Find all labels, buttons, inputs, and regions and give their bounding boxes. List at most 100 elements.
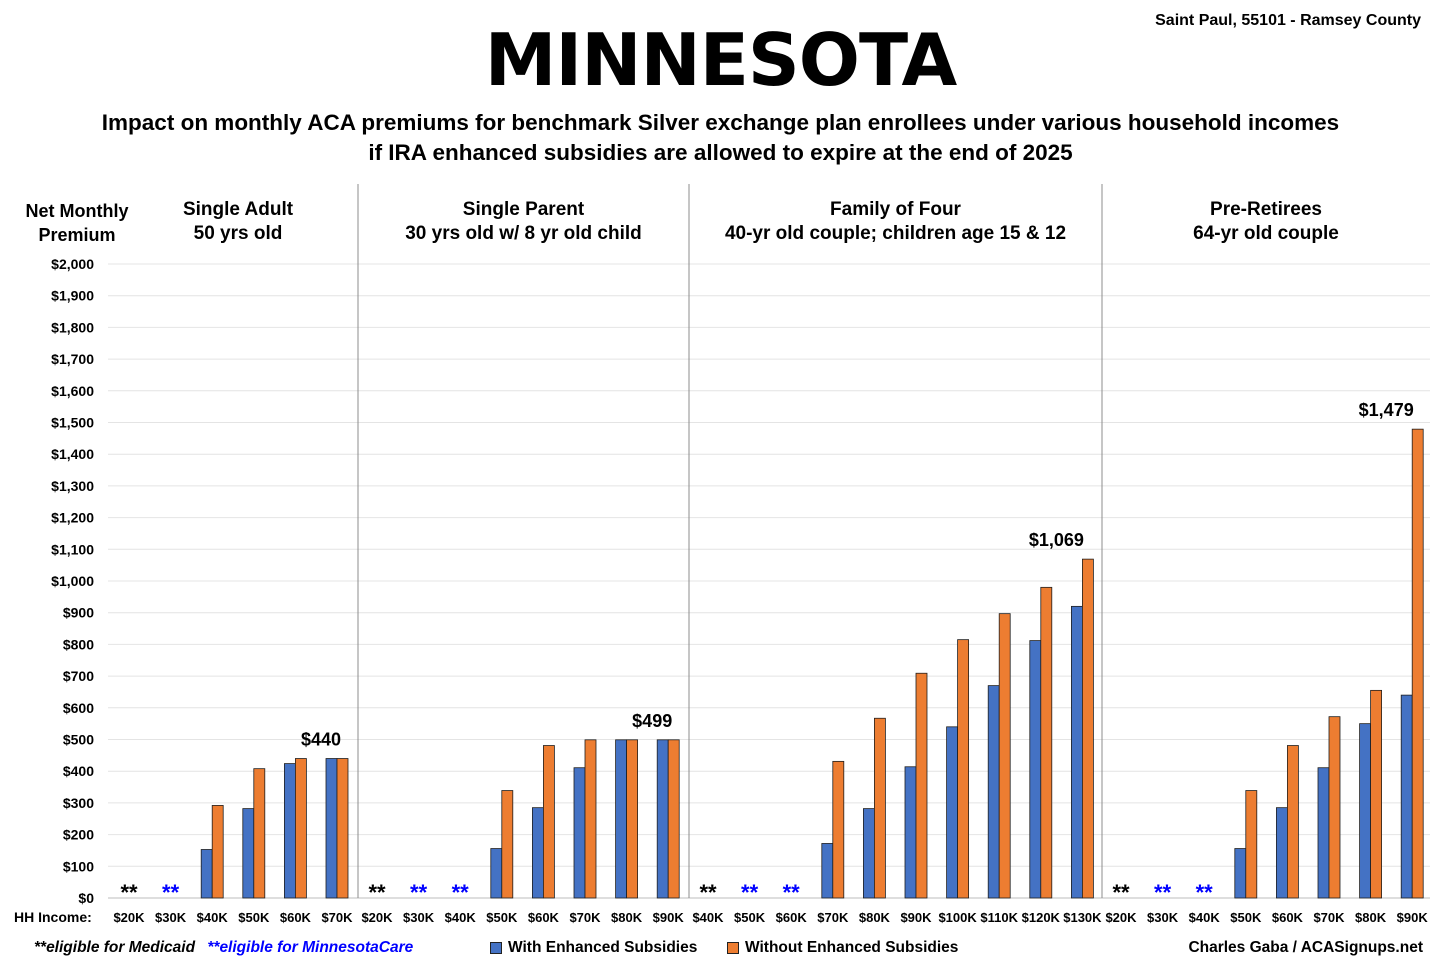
bar-without-subsidies [294, 758, 307, 899]
legend-swatch-with [490, 941, 502, 954]
bar-with-subsidies [656, 739, 669, 899]
y-tick-label: $2,000 [51, 256, 94, 272]
data-label: $1,069 [1029, 530, 1084, 550]
bar-without-subsidies [501, 790, 514, 899]
x-tick-label: $70K [1313, 910, 1345, 925]
x-tick-label: $40K [197, 910, 229, 925]
x-tick-label: $110K [980, 910, 1018, 925]
x-tick-label: $50K [238, 910, 270, 925]
medicaid-marker: ** [120, 880, 138, 905]
chart-title: MINNESOTA [484, 18, 957, 102]
x-tick-label: $130K [1063, 910, 1102, 925]
x-tick-label: $40K [692, 910, 724, 925]
y-tick-label: $900 [63, 605, 94, 621]
y-axis-label-line-2: Premium [38, 225, 115, 245]
panel-title-line-2: 30 yrs old w/ 8 yr old child [405, 223, 642, 244]
medicaid-marker: ** [699, 880, 717, 905]
location-label: Saint Paul, 55101 - Ramsey County [1155, 12, 1421, 29]
bar-without-subsidies [1245, 790, 1258, 899]
bar-with-subsidies [573, 767, 586, 899]
y-tick-label: $1,500 [51, 415, 94, 431]
x-tick-label: $60K [528, 910, 560, 925]
bar-without-subsidies [626, 739, 638, 899]
panel-title-line-2: 64-yr old couple [1193, 223, 1339, 244]
x-tick-label: $80K [611, 910, 643, 925]
bar-with-subsidies [987, 685, 1000, 899]
bar-with-subsidies [325, 758, 338, 899]
y-tick-label: $800 [63, 636, 94, 652]
bar-without-subsidies [211, 805, 224, 899]
x-tick-label: $70K [569, 910, 601, 925]
bar-without-subsidies [957, 639, 969, 899]
x-tick-label: $30K [155, 910, 187, 925]
legend-label-with: With Enhanced Subsidies [508, 939, 698, 956]
y-tick-label: $1,100 [51, 541, 94, 557]
y-tick-label: $1,200 [51, 510, 94, 526]
y-tick-label: $1,700 [51, 351, 94, 367]
minnesotacare-marker: ** [162, 880, 180, 905]
bar-without-subsidies [1287, 745, 1299, 899]
subtitle-line-1: Impact on monthly ACA premiums for bench… [101, 110, 1340, 135]
y-tick-label: $400 [63, 763, 94, 779]
x-tick-label: $120K [1022, 910, 1061, 925]
y-tick-label: $1,300 [51, 478, 94, 494]
bar-with-subsidies [1359, 723, 1371, 899]
legend-with: With Enhanced Subsidies [490, 939, 697, 957]
x-tick-label: $70K [321, 910, 353, 925]
x-tick-label: $30K [403, 910, 435, 925]
x-tick-label: $20K [361, 910, 393, 925]
y-tick-label: $1,400 [51, 446, 94, 462]
bar-without-subsidies [998, 613, 1011, 899]
bar-without-subsidies [336, 758, 349, 899]
minnesotacare-marker: ** [1196, 880, 1214, 905]
x-tick-label: $40K [1189, 910, 1221, 925]
panel-title-line-1: Family of Four [830, 199, 962, 220]
bar-without-subsidies [832, 760, 845, 899]
bar-without-subsidies [253, 768, 266, 899]
minnesotacare-marker: ** [410, 880, 428, 905]
medicaid-marker: ** [1112, 880, 1130, 905]
x-tick-label: $100K [938, 910, 977, 925]
panel-title-line-1: Single Parent [463, 199, 585, 220]
y-tick-label: $1,000 [51, 573, 94, 589]
x-tick-label: $50K [1230, 910, 1262, 925]
panel-title-line-2: 40-yr old couple; children age 15 & 12 [725, 223, 1066, 244]
x-tick-label: $30K [1147, 910, 1179, 925]
bar-without-subsidies [667, 739, 680, 899]
x-tick-label: $90K [653, 910, 685, 925]
minnesotacare-marker: ** [783, 880, 801, 905]
footnote-medicaid: **eligible for Medicaid [34, 939, 196, 956]
bar-with-subsidies [1276, 807, 1288, 899]
bar-with-subsidies [532, 807, 544, 899]
panel-title-line-1: Pre-Retirees [1210, 199, 1322, 220]
x-tick-label: $70K [817, 910, 849, 925]
bar-with-subsidies [490, 848, 503, 899]
bar-without-subsidies [543, 745, 555, 899]
bar-with-subsidies [283, 763, 296, 899]
minnesotacare-marker: ** [1154, 880, 1172, 905]
minnesotacare-marker: ** [452, 880, 470, 905]
bar-with-subsidies [904, 766, 917, 899]
subtitle-line-2: if IRA enhanced subsidies are allowed to… [368, 140, 1073, 165]
x-tick-label: $40K [445, 910, 477, 925]
data-label: $1,479 [1359, 400, 1414, 420]
bar-without-subsidies [915, 672, 928, 899]
bar-with-subsidies [1400, 694, 1413, 899]
x-tick-label: $60K [280, 910, 312, 925]
x-tick-label: $50K [734, 910, 766, 925]
medicaid-marker: ** [368, 880, 386, 905]
footnote-minnesotacare: **eligible for MinnesotaCare [207, 939, 414, 956]
data-label: $499 [632, 711, 672, 731]
credit: Charles Gaba / ACASignups.net [1188, 939, 1423, 956]
bar-with-subsidies [615, 739, 627, 899]
minnesotacare-marker: ** [741, 880, 759, 905]
x-tick-label: $60K [776, 910, 808, 925]
y-tick-label: $1,600 [51, 383, 94, 399]
bar-without-subsidies [1040, 586, 1053, 899]
bar-without-subsidies [1328, 716, 1341, 899]
y-tick-label: $1,900 [51, 288, 94, 304]
bar-without-subsidies [874, 717, 886, 899]
panel-title-line-2: 50 yrs old [194, 223, 283, 244]
bar-with-subsidies [1317, 767, 1330, 899]
